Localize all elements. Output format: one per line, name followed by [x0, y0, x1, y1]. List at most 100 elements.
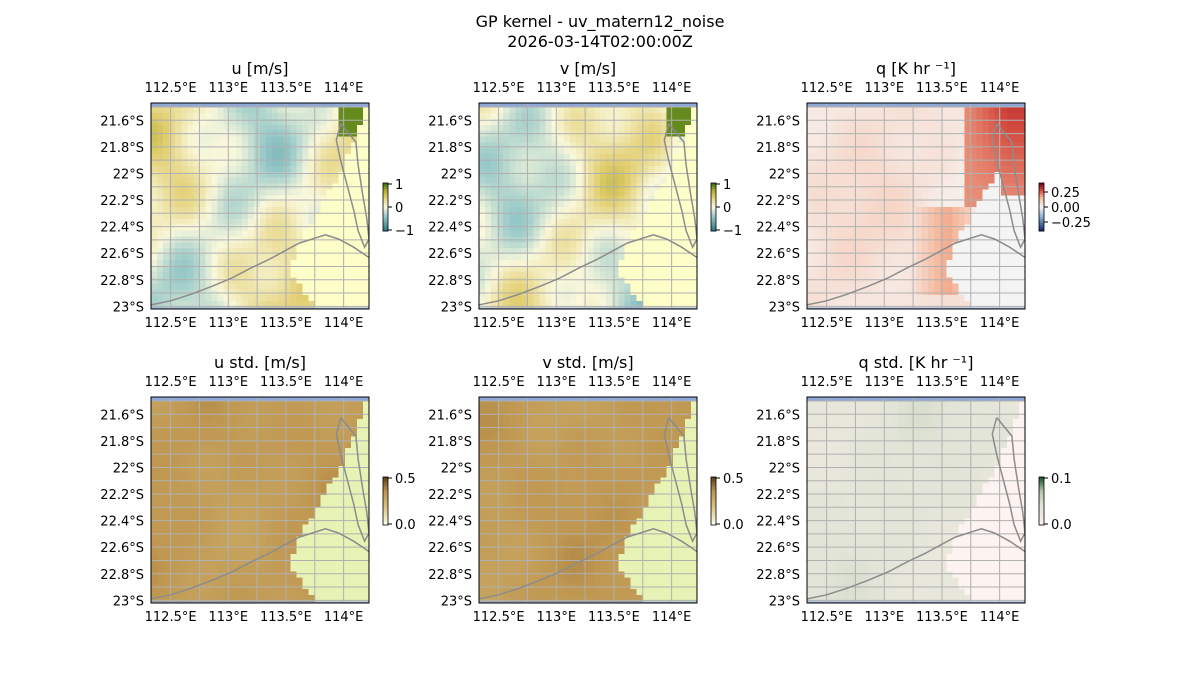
- heatmap-cell: [964, 242, 972, 249]
- heatmap-cell: [928, 113, 935, 120]
- heatmap-cell: [163, 495, 170, 502]
- heatmap-cell: [338, 542, 346, 549]
- heatmap-cell: [356, 107, 364, 114]
- heatmap-cell: [807, 136, 814, 143]
- heatmap-cell: [964, 289, 972, 296]
- heatmap-cell: [934, 195, 941, 202]
- heatmap-cell: [223, 518, 231, 526]
- heatmap-cell: [290, 301, 297, 308]
- heatmap-cell: [606, 136, 613, 143]
- heatmap-cell: [229, 113, 237, 120]
- heatmap-cell: [533, 295, 541, 302]
- heatmap-cell: [831, 165, 838, 173]
- heatmap-cell: [187, 407, 194, 414]
- heatmap-cell: [515, 165, 522, 173]
- heatmap-cell: [344, 224, 352, 232]
- heatmap-cell: [229, 218, 237, 226]
- colorbar-swatch: [383, 221, 388, 224]
- heatmap-cell: [849, 248, 857, 255]
- heatmap-cell: [903, 295, 911, 302]
- heatmap-cell: [976, 230, 984, 238]
- heatmap-cell: [229, 224, 237, 232]
- heatmap-cell: [229, 283, 237, 290]
- heatmap-cell: [843, 171, 850, 179]
- heatmap-cell: [290, 254, 297, 261]
- heatmap-cell: [813, 136, 820, 143]
- heatmap-cell: [272, 118, 279, 126]
- heatmap-cell: [314, 265, 322, 273]
- heatmap-cell: [229, 165, 237, 173]
- heatmap-cell: [241, 289, 249, 296]
- heatmap-cell: [982, 212, 990, 220]
- heatmap-cell: [940, 259, 947, 267]
- heatmap-cell: [205, 295, 213, 302]
- heatmap-cell: [600, 171, 607, 179]
- heatmap-cell: [326, 495, 334, 502]
- heatmap-cell: [356, 430, 364, 437]
- heatmap-cell: [187, 295, 194, 302]
- heatmap-cell: [843, 136, 850, 143]
- heatmap-cell: [934, 189, 941, 196]
- heatmap-cell: [648, 142, 656, 149]
- heatmap-cell: [223, 171, 231, 179]
- heatmap-cell: [642, 218, 650, 226]
- heatmap-cell: [199, 459, 207, 467]
- heatmap-cell: [831, 136, 838, 143]
- heatmap-cell: [302, 495, 310, 502]
- heatmap-cell: [278, 571, 285, 579]
- heatmap-cell: [916, 212, 923, 220]
- heatmap-cell: [946, 142, 953, 149]
- heatmap-cell: [988, 212, 996, 220]
- heatmap-cell: [302, 118, 310, 126]
- heatmap-cell: [338, 289, 346, 296]
- heatmap-cell: [193, 195, 201, 202]
- heatmap-cell: [606, 113, 613, 120]
- heatmap-cell: [855, 165, 863, 173]
- heatmap-cell: [163, 212, 170, 220]
- heatmap-cell: [606, 289, 613, 296]
- heatmap-cell: [928, 189, 935, 196]
- heatmap-cell: [175, 254, 182, 261]
- heatmap-cell: [539, 212, 547, 220]
- heatmap-cell: [157, 242, 164, 249]
- heatmap-cell: [922, 177, 929, 185]
- lat-tick-label: 22°S: [113, 167, 144, 182]
- heatmap-cell: [952, 295, 959, 302]
- heatmap-cell: [533, 230, 541, 238]
- heatmap-cell: [308, 430, 316, 437]
- heatmap-cell: [217, 295, 225, 302]
- heatmap-cell: [187, 248, 194, 255]
- heatmap-cell: [958, 242, 966, 249]
- heatmap-cell: [308, 154, 316, 161]
- heatmap-cell: [509, 271, 516, 279]
- heatmap-cell: [588, 113, 595, 120]
- heatmap-cell: [187, 559, 194, 567]
- heatmap-cell: [175, 154, 182, 161]
- colorbar-swatch: [711, 219, 716, 222]
- heatmap-cell: [497, 189, 504, 196]
- heatmap-cell: [241, 171, 249, 179]
- heatmap-cell: [690, 201, 697, 208]
- heatmap-cell: [533, 271, 541, 279]
- heatmap-cell: [964, 265, 972, 273]
- heatmap-cell: [223, 565, 231, 573]
- heatmap-cell: [825, 248, 832, 255]
- heatmap-cell: [600, 113, 607, 120]
- heatmap-cell: [157, 471, 164, 479]
- heatmap-cell: [302, 212, 310, 220]
- heatmap-cell: [205, 465, 213, 473]
- heatmap-cell: [199, 506, 207, 514]
- heatmap-cell: [873, 259, 881, 267]
- heatmap-cell: [897, 283, 905, 290]
- heatmap-cell: [527, 136, 535, 143]
- heatmap-cell: [266, 254, 273, 261]
- heatmap-cell: [855, 154, 863, 161]
- heatmap-cell: [630, 171, 638, 179]
- heatmap-cell: [308, 118, 316, 126]
- colorbar-swatch: [1039, 223, 1044, 226]
- heatmap-cell: [825, 124, 832, 132]
- heatmap-cell: [175, 465, 182, 473]
- heatmap-cell: [612, 218, 619, 226]
- heatmap-cell: [569, 224, 577, 232]
- heatmap-cell: [193, 271, 201, 279]
